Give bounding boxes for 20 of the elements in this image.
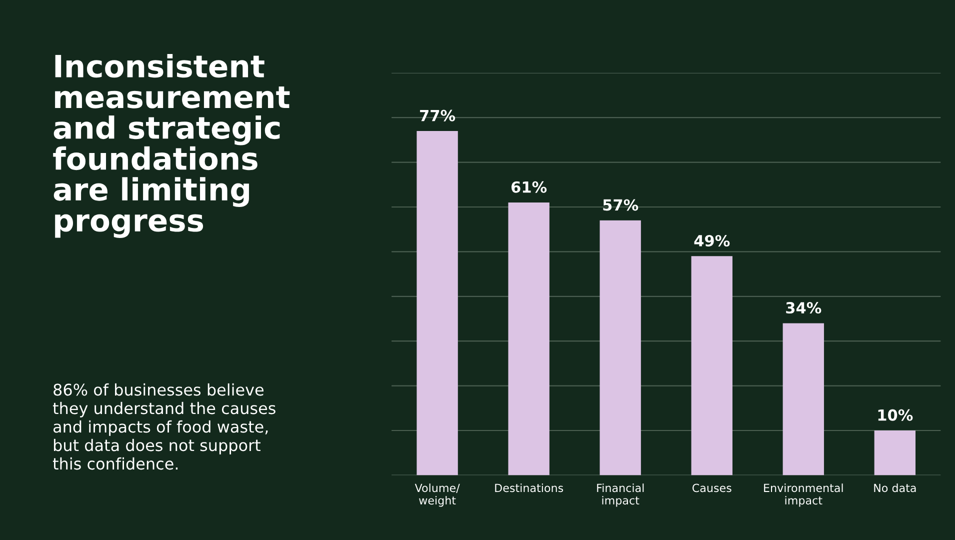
x-tick-label: Financial impact bbox=[597, 484, 644, 507]
data-label: 61% bbox=[511, 181, 547, 193]
x-tick-label: Causes bbox=[692, 484, 732, 492]
x-tick-label: Environmental impact bbox=[764, 484, 843, 507]
bar bbox=[874, 430, 916, 476]
bar bbox=[508, 202, 550, 476]
data-label: 49% bbox=[694, 234, 730, 247]
data-label: 57% bbox=[603, 199, 638, 211]
data-label: 77% bbox=[420, 110, 456, 122]
bar bbox=[691, 256, 732, 476]
text: 86% of businesses believe they understand the causes and impacts of food waste, but data does not support this confidence. bbox=[52, 383, 276, 470]
data-label: 10% bbox=[878, 409, 913, 421]
text: Inconsistent measurement and strategic foundations are limiting progress bbox=[53, 54, 290, 238]
x-tick-label: Volume/ weight bbox=[414, 484, 460, 507]
x-tick-label: Destinations bbox=[495, 484, 564, 492]
bar bbox=[416, 131, 458, 476]
bar bbox=[782, 323, 824, 476]
bar bbox=[600, 220, 641, 476]
x-tick-label: No data bbox=[874, 484, 916, 492]
data-label: 34% bbox=[786, 302, 822, 314]
